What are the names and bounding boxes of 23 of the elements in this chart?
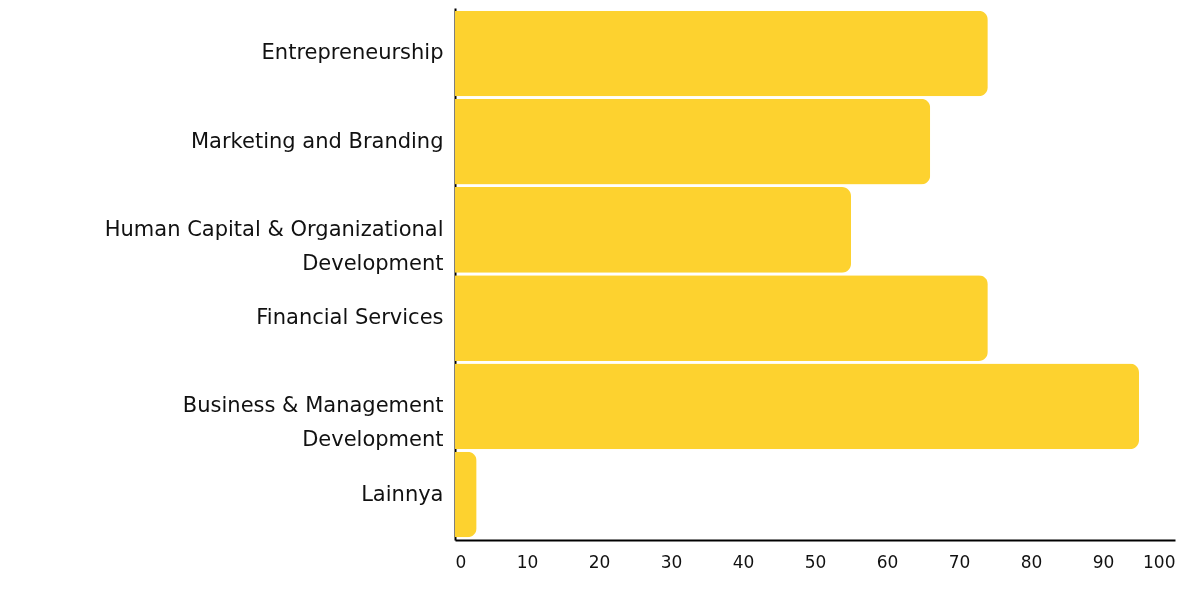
- y-tick-label: Marketing and Branding: [190, 128, 444, 153]
- x-tick-label: 60: [876, 551, 899, 572]
- x-tick-label: 90: [1092, 551, 1115, 572]
- y-tick-label: Entrepreneurship: [261, 40, 444, 65]
- x-tick-label: 70: [948, 551, 971, 572]
- bar: [455, 363, 1139, 450]
- x-tick-label: 100: [1143, 551, 1176, 572]
- x-tick-label: 20: [588, 551, 611, 572]
- x-tick-label: 30: [660, 551, 683, 572]
- y-tick-label: Human Capital & Organizational Development: [104, 216, 444, 275]
- bar: [455, 10, 988, 97]
- x-tick-label: 50: [804, 551, 827, 572]
- x-tick-label: 80: [1020, 551, 1043, 572]
- x-tick-label: 10: [516, 551, 539, 572]
- y-tick-label: Lainnya: [361, 481, 444, 506]
- y-tick-label: Financial Services: [256, 305, 444, 330]
- x-tick-label: 40: [732, 551, 755, 572]
- x-tick-label: 0: [455, 551, 467, 572]
- y-tick-label: Business & Management Development: [182, 393, 444, 452]
- bar: [455, 451, 477, 538]
- bar: [455, 275, 988, 361]
- bar: [455, 98, 931, 185]
- bar: [455, 187, 851, 273]
